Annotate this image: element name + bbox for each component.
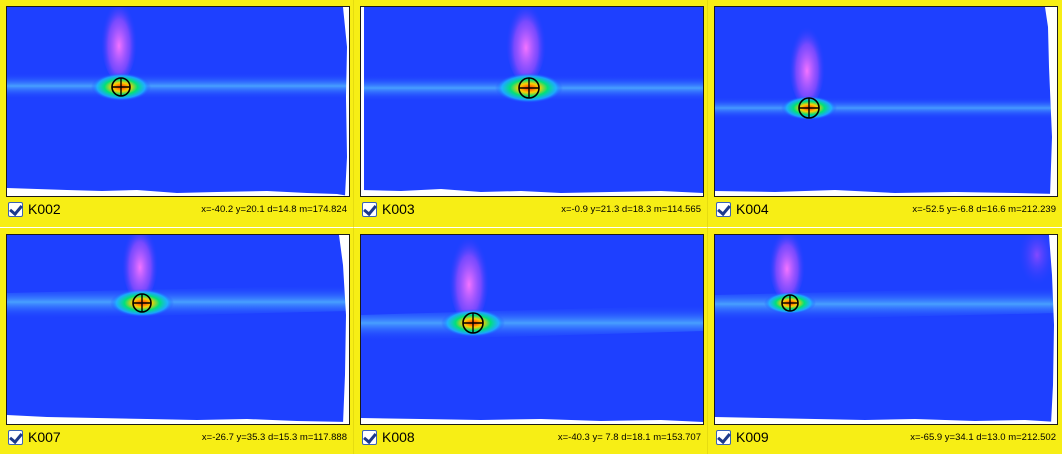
- beam-tile-k004: K004 x=-52.5 y=-6.8 d=16.6 m=212.239: [708, 0, 1062, 227]
- checkmark-icon[interactable]: [362, 201, 377, 217]
- crosshair-circle-icon: [798, 97, 820, 119]
- beam-plume: [789, 18, 825, 106]
- tile-stats: x=-40.2 y=20.1 d=14.8 m=174.824: [201, 203, 347, 215]
- edge-mask-bottom: [7, 188, 349, 196]
- tile-stats: x=-26.7 y=35.3 d=15.3 m=117.888: [201, 431, 347, 443]
- crosshair-circle-icon: [132, 293, 152, 313]
- tile-label: K008: [382, 429, 415, 445]
- tile-footer: K003 x=-0.9 y=21.3 d=18.3 m=114.565: [360, 197, 703, 221]
- beam-plume-secondary: [1019, 235, 1055, 285]
- edge-mask-bottom: [715, 190, 1057, 196]
- beam-tile-k003: K003 x=-0.9 y=21.3 d=18.3 m=114.565: [354, 0, 708, 227]
- beam-image[interactable]: [360, 234, 704, 425]
- beam-plume: [101, 7, 137, 81]
- crosshair-circle-icon: [518, 77, 540, 99]
- beam-line: [361, 305, 703, 341]
- beam-plume: [122, 235, 158, 301]
- beam-tile-k008: K008 x=-40.3 y= 7.8 d=18.1 m=153.707: [354, 227, 708, 454]
- edge-mask: [343, 7, 349, 196]
- beam-image-svg: [361, 7, 703, 196]
- edge-mask-bottom: [715, 417, 1057, 424]
- tile-label: K007: [28, 429, 61, 445]
- beam-tile-k002: K002 x=-40.2 y=20.1 d=14.8 m=174.824: [0, 0, 354, 227]
- edge-mask-bottom: [7, 415, 349, 424]
- edge-mask-bottom: [361, 189, 703, 196]
- beam-image[interactable]: [714, 6, 1058, 197]
- tile-footer: K009 x=-65.9 y=34.1 d=13.0 m=212.502: [714, 425, 1058, 449]
- beam-image-svg: [7, 235, 349, 424]
- crosshair-circle-icon: [111, 77, 131, 97]
- tile-footer: K008 x=-40.3 y= 7.8 d=18.1 m=153.707: [360, 425, 703, 449]
- beam-line: [7, 285, 349, 319]
- edge-mask: [1049, 235, 1057, 424]
- beam-tile-k009: K009 x=-65.9 y=34.1 d=13.0 m=212.502: [708, 227, 1062, 454]
- tile-label: K002: [28, 201, 61, 217]
- beam-image-svg: [715, 7, 1057, 196]
- beam-image-svg: [361, 235, 703, 424]
- checkmark-icon[interactable]: [8, 201, 23, 217]
- edge-mask: [1045, 7, 1057, 196]
- beam-image[interactable]: [6, 234, 350, 425]
- edge-mask-bottom: [361, 418, 703, 424]
- tile-stats: x=-52.5 y=-6.8 d=16.6 m=212.239: [912, 203, 1056, 215]
- tile-footer: K007 x=-26.7 y=35.3 d=15.3 m=117.888: [6, 425, 349, 449]
- beam-plume: [449, 235, 489, 323]
- beam-plume: [769, 235, 805, 301]
- tile-stats: x=-40.3 y= 7.8 d=18.1 m=153.707: [557, 431, 701, 443]
- tile-label: K004: [736, 201, 769, 217]
- tile-footer: K004 x=-52.5 y=-6.8 d=16.6 m=212.239: [714, 197, 1058, 221]
- tile-footer: K002 x=-40.2 y=20.1 d=14.8 m=174.824: [6, 197, 349, 221]
- checkmark-icon[interactable]: [362, 429, 377, 445]
- beam-line: [715, 97, 1057, 119]
- checkmark-icon[interactable]: [716, 201, 731, 217]
- beam-image[interactable]: [714, 234, 1058, 425]
- tile-label: K009: [736, 429, 769, 445]
- beam-image[interactable]: [360, 6, 704, 197]
- tile-label: K003: [382, 201, 415, 217]
- beam-plume: [506, 7, 546, 83]
- checkmark-icon[interactable]: [8, 429, 23, 445]
- beam-tile-k007: K007 x=-26.7 y=35.3 d=15.3 m=117.888: [0, 227, 354, 454]
- crosshair-circle-icon: [781, 294, 799, 312]
- tile-stats: x=-0.9 y=21.3 d=18.3 m=114.565: [561, 203, 701, 215]
- checkmark-icon[interactable]: [716, 429, 731, 445]
- beam-image-svg: [715, 235, 1057, 424]
- beam-line: [7, 73, 349, 99]
- beam-image-svg: [7, 7, 349, 196]
- tile-stats: x=-65.9 y=34.1 d=13.0 m=212.502: [910, 431, 1056, 443]
- edge-mask: [361, 7, 364, 196]
- beam-image[interactable]: [6, 6, 350, 197]
- edge-mask: [339, 235, 349, 424]
- crosshair-circle-icon: [462, 312, 484, 334]
